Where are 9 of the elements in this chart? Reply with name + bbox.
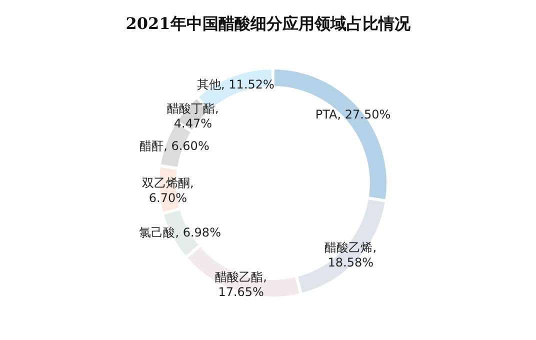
slice-label: 醋酸乙烯, 18.58% bbox=[324, 240, 377, 270]
slice-label: 双乙烯酮, 6.70% bbox=[142, 176, 194, 205]
slice-label: 醋酸乙酯, 17.65% bbox=[215, 270, 267, 299]
slice-label: 醋酐, 6.60% bbox=[140, 139, 210, 154]
slice-label: 氯己酸, 6.98% bbox=[139, 225, 221, 240]
slice-label: 醋酸丁酯, 4.47% bbox=[167, 101, 219, 130]
slice-label: PTA, 27.50% bbox=[315, 108, 391, 122]
chart-title: 2021年中国醋酸细分应用领域占比情况 bbox=[124, 14, 412, 35]
slice-label: 其他, 11.52% bbox=[197, 78, 274, 92]
